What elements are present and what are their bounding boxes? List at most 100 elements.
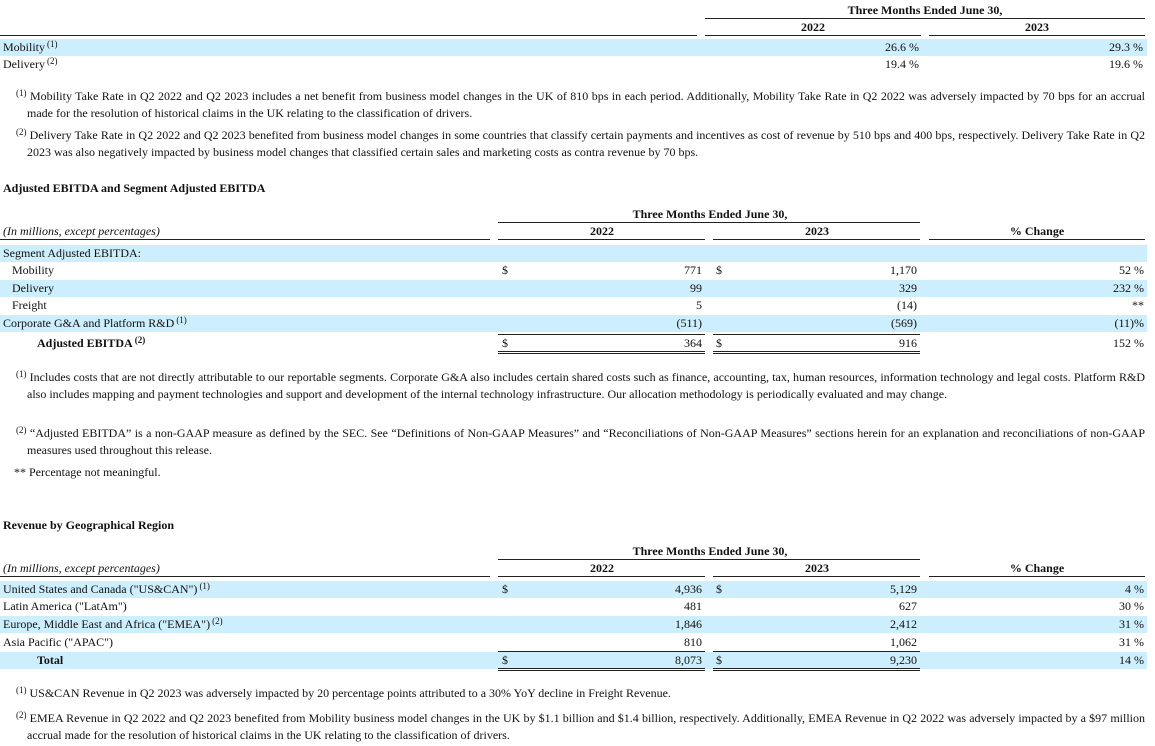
rule xyxy=(713,651,920,652)
value: 19.6 % xyxy=(1109,57,1143,71)
value: 8,073 xyxy=(675,653,702,667)
rule xyxy=(498,222,920,223)
currency-cell: $ xyxy=(502,652,508,668)
footnote-marker: ** xyxy=(14,465,26,479)
footnote: (2) EMEA Revenue in Q2 2022 and Q2 2023 … xyxy=(14,710,1145,743)
change-cell: ** xyxy=(1132,297,1144,313)
change: 232 % xyxy=(1113,281,1144,295)
value-cell: 1,846 xyxy=(675,616,702,632)
footnote: (2) “Adjusted EBITDA” is a non-GAAP meas… xyxy=(14,425,1145,458)
units-note: (In millions, except percentages) xyxy=(3,561,160,575)
change: (11)% xyxy=(1114,316,1144,330)
value: 1,846 xyxy=(675,617,702,631)
rule xyxy=(713,353,920,354)
year-header-cell: 2023 xyxy=(717,223,917,239)
footnote: (1) Mobility Take Rate in Q2 2022 and Q2… xyxy=(14,88,1145,121)
table-header-cell: Three Months Ended June 30, xyxy=(825,2,1025,18)
currency-cell: $ xyxy=(502,581,508,597)
value-cell: 19.4 % xyxy=(885,56,919,72)
currency: $ xyxy=(502,336,508,350)
change-cell: (11)% xyxy=(1114,315,1144,331)
currency-cell: $ xyxy=(716,262,722,278)
footnote-text: Mobility Take Rate in Q2 2022 and Q2 202… xyxy=(27,89,1145,120)
value-cell: 1,170 xyxy=(890,262,917,278)
value-cell: 5,129 xyxy=(890,581,917,597)
row-label: Delivery xyxy=(3,57,45,71)
currency: $ xyxy=(502,263,508,277)
row-shade xyxy=(0,616,1147,633)
change-cell: 232 % xyxy=(1113,280,1144,296)
footnote: (1) US&CAN Revenue in Q2 2023 was advers… xyxy=(14,685,1145,702)
value: 5,129 xyxy=(890,582,917,596)
change-cell: 52 % xyxy=(1119,262,1144,278)
value: (14) xyxy=(897,298,917,312)
year-header-cell: 2022 xyxy=(713,19,913,35)
year-header-cell: 2023 xyxy=(717,560,917,576)
row-label-cell: Freight xyxy=(12,297,47,313)
rule xyxy=(713,351,920,352)
footnote-marker: (2) xyxy=(16,710,27,720)
value: 5 xyxy=(696,298,702,312)
rule xyxy=(0,35,697,36)
change: 31 % xyxy=(1119,635,1144,649)
row-label: Delivery xyxy=(12,281,54,295)
currency: $ xyxy=(502,653,508,667)
rule xyxy=(713,334,920,335)
currency-cell: $ xyxy=(716,581,722,597)
rule xyxy=(498,239,705,240)
row-label: Adjusted EBITDA xyxy=(37,336,133,350)
value: 916 xyxy=(899,336,917,350)
footnote-text: EMEA Revenue in Q2 2022 and Q2 2023 bene… xyxy=(27,711,1145,742)
table-header-cell: Three Months Ended June 30, xyxy=(610,206,810,222)
row-label-cell: Segment Adjusted EBITDA: xyxy=(3,245,141,261)
year-header: 2022 xyxy=(590,224,614,238)
value-cell: 771 xyxy=(684,262,702,278)
change: 30 % xyxy=(1119,599,1144,613)
footnote-ref: (1) xyxy=(176,315,187,325)
footnote-text: Percentage not meaningful. xyxy=(29,465,161,479)
row-label-cell: Total xyxy=(37,652,63,668)
footnote-marker: (2) xyxy=(16,425,27,435)
currency: $ xyxy=(716,582,722,596)
value: 29.3 % xyxy=(1109,40,1143,54)
value-cell: 8,073 xyxy=(675,652,702,668)
rule xyxy=(498,559,920,560)
footnote-text: Delivery Take Rate in Q2 2022 and Q2 202… xyxy=(27,128,1146,159)
change-header: % Change xyxy=(1009,224,1065,238)
footnote-ref: (1) xyxy=(47,39,58,49)
rule xyxy=(498,670,705,671)
row-shade xyxy=(0,280,1147,297)
table-header: Three Months Ended June 30, xyxy=(632,207,788,221)
value-cell: (569) xyxy=(891,315,917,331)
year-header: 2023 xyxy=(1025,20,1049,34)
row-label-cell: Mobility xyxy=(12,262,54,278)
units-note-cell: (In millions, except percentages) xyxy=(3,223,160,239)
row-label-cell: Delivery xyxy=(12,280,54,296)
rule xyxy=(498,351,705,352)
value-cell: 810 xyxy=(684,634,702,650)
row-label: Mobility xyxy=(12,263,55,277)
row-label-cell: Asia Pacific ("APAC") xyxy=(3,634,113,650)
rule xyxy=(0,576,490,577)
value: 19.4 % xyxy=(885,57,919,71)
value-cell: 481 xyxy=(684,598,702,614)
footnote-ref: (2) xyxy=(212,616,223,626)
rule xyxy=(498,334,705,335)
change-cell: 4 % xyxy=(1125,581,1144,597)
section-title-cell: Revenue by Geographical Region xyxy=(3,517,174,533)
year-header: 2023 xyxy=(805,561,829,575)
change-header-cell: % Change xyxy=(937,560,1137,576)
currency: $ xyxy=(716,653,722,667)
row-label: Latin America ("LatAm") xyxy=(3,599,127,613)
value: 4,936 xyxy=(675,582,702,596)
value: 329 xyxy=(899,281,917,295)
value-cell: (14) xyxy=(897,297,917,313)
currency: $ xyxy=(502,582,508,596)
year-header: 2023 xyxy=(805,224,829,238)
rule xyxy=(498,576,705,577)
row-label: United States and Canada ("US&CAN") xyxy=(3,582,198,596)
footnote: ** Percentage not meaningful. xyxy=(14,464,1145,480)
change-header-cell: % Change xyxy=(937,223,1137,239)
rule xyxy=(705,18,1145,19)
value: 627 xyxy=(899,599,917,613)
